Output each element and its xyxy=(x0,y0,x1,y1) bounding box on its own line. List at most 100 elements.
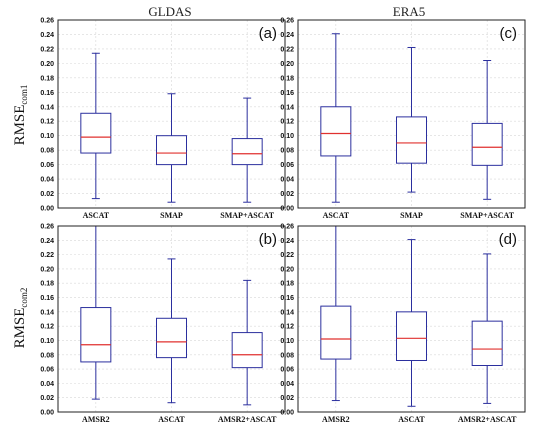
box-iqr xyxy=(231,332,263,369)
y-tick-label: 0.12 xyxy=(40,119,54,126)
y-tick-label: 0.16 xyxy=(40,295,54,302)
x-category-label: SMAP+ASCAT xyxy=(220,211,274,220)
box-amsr2-ascat xyxy=(471,253,503,404)
box-amsr2 xyxy=(320,225,352,402)
box-iqr xyxy=(396,116,427,164)
y-tick-label: 0.12 xyxy=(280,324,294,331)
box-smap-ascat xyxy=(471,59,503,200)
column-title-gldas: GLDAS xyxy=(148,4,191,19)
column-title-era5: ERA5 xyxy=(393,4,426,19)
y-tick-label: 0.06 xyxy=(40,367,54,374)
box-smap xyxy=(396,46,427,193)
y-tick-label: 0.00 xyxy=(280,410,294,417)
plot-frame xyxy=(57,225,286,413)
y-tick-label: 0.10 xyxy=(280,133,294,140)
box-amsr2 xyxy=(80,225,112,400)
box-iqr xyxy=(396,311,427,361)
box-iqr xyxy=(320,305,352,360)
y-tick-label: 0.08 xyxy=(280,352,294,359)
box-ascat xyxy=(396,239,427,407)
y-tick-label: 0.18 xyxy=(40,75,54,82)
x-category-label: ASCAT xyxy=(323,211,350,220)
panel: 0.00 0.02 0.04 0.06 0.08 0.10 0.12 0.14 0.16 0.18… xyxy=(40,224,286,424)
panel-tag: (d) xyxy=(499,231,517,248)
panel: 0.00 0.02 0.04 0.06 0.08 0.10 0.12 0.14 0.16 0.18… xyxy=(280,224,526,424)
y-tick-label: 0.10 xyxy=(280,338,294,345)
y-tick-label: 0.02 xyxy=(40,191,54,198)
box-iqr xyxy=(80,307,112,363)
y-tick-label: 0.08 xyxy=(280,148,294,155)
y-tick-label: 0.12 xyxy=(280,119,294,126)
box-iqr xyxy=(471,122,503,166)
y-tick-label: 0.02 xyxy=(280,395,294,402)
y-tick-label: 0.14 xyxy=(40,104,54,111)
y-tick-label: 0.22 xyxy=(40,252,54,259)
box-iqr xyxy=(320,106,352,157)
box-smap-ascat xyxy=(231,97,263,203)
x-category-label: AMSR2 xyxy=(82,415,110,424)
y-tick-label: 0.22 xyxy=(280,252,294,259)
y-tick-label: 0.14 xyxy=(280,309,294,316)
box-ascat xyxy=(320,33,352,203)
y-tick-label: 0.02 xyxy=(280,191,294,198)
y-tick-label: 0.08 xyxy=(40,148,54,155)
panel-tag: (a) xyxy=(259,25,277,42)
x-category-label: ASCAT xyxy=(158,415,185,424)
y-tick-label: 0.16 xyxy=(280,295,294,302)
y-tick-label: 0.06 xyxy=(280,162,294,169)
y-tick-label: 0.04 xyxy=(40,381,54,388)
y-tick-label: 0.22 xyxy=(40,46,54,53)
box-ascat xyxy=(80,52,112,200)
box-ascat xyxy=(156,258,187,404)
y-tick-label: 0.10 xyxy=(40,338,54,345)
y-tick-label: 0.06 xyxy=(280,367,294,374)
x-category-label: SMAP+ASCAT xyxy=(460,211,514,220)
y-tick-label: 0.24 xyxy=(280,32,294,39)
box-iqr xyxy=(231,138,263,166)
y-tick-label: 0.26 xyxy=(40,18,54,25)
y-tick-label: 0.10 xyxy=(40,133,54,140)
y-tick-label: 0.08 xyxy=(40,352,54,359)
box-iqr xyxy=(156,135,187,166)
y-tick-label: 0.04 xyxy=(280,177,294,184)
y-tick-label: 0.22 xyxy=(280,46,294,53)
y-tick-label: 0.20 xyxy=(40,61,54,68)
box-iqr xyxy=(156,317,187,359)
box-smap xyxy=(156,93,187,203)
plot-frame xyxy=(57,19,286,209)
x-category-label: AMSR2 xyxy=(322,415,350,424)
y-tick-label: 0.20 xyxy=(280,61,294,68)
y-tick-label: 0.26 xyxy=(280,224,294,231)
y-tick-label: 0.00 xyxy=(280,206,294,213)
panel: 0.00 0.02 0.04 0.06 0.08 0.10 0.12 0.14 0.16 0.18… xyxy=(280,18,526,220)
x-category-label: AMSR2+ASCAT xyxy=(458,415,517,424)
x-category-label: SMAP xyxy=(400,211,423,220)
y-tick-label: 0.16 xyxy=(40,90,54,97)
box-amsr2-ascat xyxy=(231,279,263,406)
y-tick-label: 0.20 xyxy=(40,266,54,273)
y-tick-label: 0.16 xyxy=(280,90,294,97)
y-tick-label: 0.24 xyxy=(40,32,54,39)
y-tick-label: 0.20 xyxy=(280,266,294,273)
plot-frame xyxy=(297,19,526,209)
y-tick-label: 0.24 xyxy=(280,238,294,245)
plot-frame xyxy=(297,225,526,413)
row-label-bottom: RMSEcom2 xyxy=(12,288,29,349)
row-label-top: RMSEcom1 xyxy=(12,85,29,146)
panel-tag: (c) xyxy=(500,25,518,42)
x-category-label: SMAP xyxy=(160,211,183,220)
panel: 0.00 0.02 0.04 0.06 0.08 0.10 0.12 0.14 0.16 0.18… xyxy=(40,18,286,220)
box-iqr xyxy=(80,112,112,154)
y-tick-label: 0.18 xyxy=(280,75,294,82)
y-tick-label: 0.12 xyxy=(40,324,54,331)
x-category-label: AMSR2+ASCAT xyxy=(218,415,277,424)
y-tick-label: 0.04 xyxy=(40,177,54,184)
y-tick-label: 0.26 xyxy=(40,224,54,231)
y-tick-label: 0.18 xyxy=(280,281,294,288)
y-tick-label: 0.14 xyxy=(40,309,54,316)
y-tick-label: 0.00 xyxy=(40,410,54,417)
y-tick-label: 0.14 xyxy=(280,104,294,111)
x-category-label: ASCAT xyxy=(83,211,110,220)
y-tick-label: 0.26 xyxy=(280,18,294,25)
box-iqr xyxy=(471,320,503,366)
